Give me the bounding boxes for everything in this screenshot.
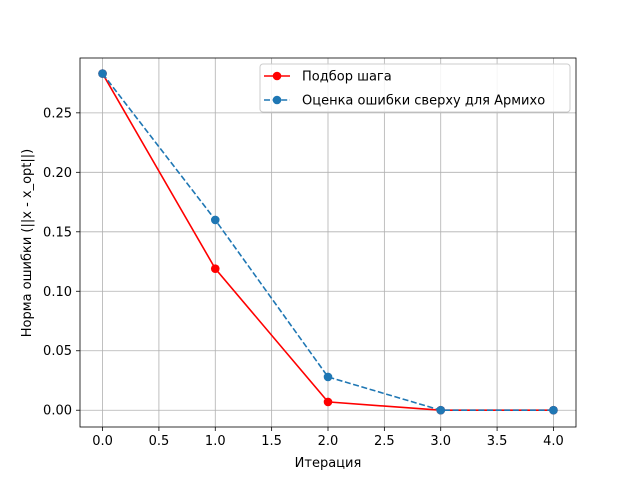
x-tick-label: 2.0 (318, 434, 339, 449)
legend-label-2: Оценка ошибки сверху для Армихо (302, 94, 545, 109)
x-tick-label: 0.5 (149, 434, 170, 449)
y-tick-label: 0.00 (43, 404, 72, 419)
legend: Подбор шага Оценка ошибки сверху для Арми… (259, 63, 571, 113)
series-1-point (210, 264, 220, 273)
y-axis-label: Норма ошибки (||x - x_opt||) (20, 149, 35, 337)
x-tick-label: 1.5 (261, 434, 282, 449)
x-axis: 0.0 0.5 1.0 1.5 2.0 2.5 3.0 3.5 4.0 (92, 427, 564, 449)
series-layer (98, 69, 558, 415)
x-tick-label: 4.0 (543, 434, 564, 449)
x-tick-label: 2.5 (374, 434, 395, 449)
x-tick-label: 3.5 (487, 434, 508, 449)
y-tick-label: 0.20 (43, 166, 72, 181)
series-1-point (323, 397, 333, 407)
y-axis: 0.00 0.05 0.10 0.15 0.20 0.25 (43, 106, 80, 419)
x-tick-label: 1.0 (205, 434, 226, 449)
series-2-point (436, 405, 446, 415)
series-2-point (549, 405, 558, 415)
y-tick-label: 0.25 (43, 106, 72, 121)
legend-box (259, 63, 571, 113)
y-tick-label: 0.15 (43, 225, 72, 240)
legend-marker-1 (272, 71, 282, 81)
x-tick-label: 0.0 (92, 434, 113, 449)
series-2-point (323, 372, 333, 382)
series-line-2 (101, 73, 554, 412)
y-tick-label: 0.05 (43, 344, 72, 359)
series-2-point (98, 69, 107, 78)
x-axis-label: Итерация (295, 456, 362, 471)
legend-marker-2 (272, 95, 282, 105)
y-tick-label: 0.10 (43, 285, 72, 300)
x-tick-label: 3.0 (430, 434, 451, 449)
legend-label-1: Подбор шага (302, 70, 392, 85)
series-2-point (210, 215, 220, 225)
